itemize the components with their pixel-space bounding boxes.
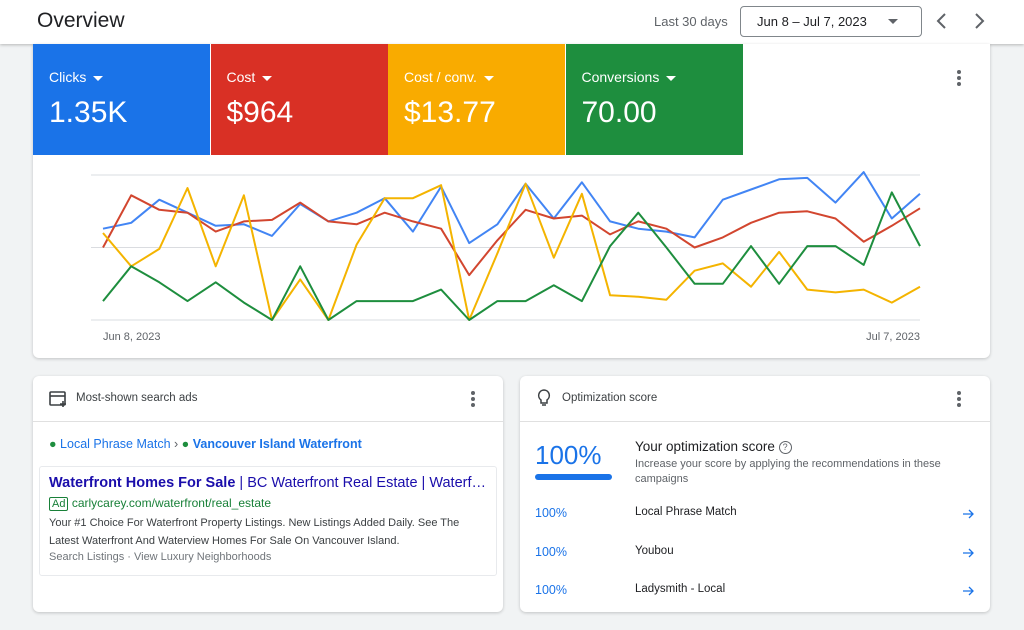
score-description: Increase your score by applying the reco… [635,458,941,485]
metric-name: Clicks [49,69,104,85]
metric-total: $964 [226,96,294,129]
series-line [102,182,921,321]
dropdown-caret [483,75,494,81]
heading-text: Your optimization score [635,439,775,454]
metric-name-text: Cost [226,69,256,85]
row-arrow[interactable] [962,585,974,597]
score-bar [535,474,612,480]
ad-headline-rest: | BC Waterfront Real Estate | Waterf… [239,475,487,491]
campaign-link[interactable]: Local Phrase Match [60,437,171,451]
more-menu[interactable] [471,391,475,409]
ad-url: carlycarey.com/waterfront/real_estate [71,496,272,510]
bulb-icon [537,389,551,406]
ad-icon [49,391,66,407]
metric-tab[interactable]: Cost / conv. $13.77 [388,44,565,155]
header: Overview Last 30 days Jun 8 – Jul 7, 202… [0,0,1024,44]
card-title: Most-shown search ads [76,392,198,404]
dropdown-caret [888,19,898,24]
metric-name: Conversions [582,69,677,85]
dropdown-caret [93,75,104,81]
ad-description: Your #1 Choice For Waterfront Property L… [49,517,460,547]
metric-tab[interactable]: Conversions 70.00 [565,44,743,155]
metric-name: Cost / conv. [404,69,494,85]
more-menu[interactable] [957,391,961,409]
divider [520,421,990,422]
x-tick-label: Jun 8, 2023 [103,331,161,343]
card-title: Optimization score [562,392,658,404]
date-picker[interactable]: Jun 8 – Jul 7, 2023 [740,6,922,37]
arrow-path [963,509,974,519]
metric-total: $13.77 [404,96,496,129]
page-title: Overview [37,9,125,32]
ad-badge: Ad [49,497,69,511]
row-score: 100% [535,506,567,520]
ad-headline[interactable]: Waterfront Homes For Sale [49,475,236,491]
x-tick-label: Jul 7, 2023 [866,331,920,343]
line-chart: Jun 8, 2023 Jul 7, 2023 [91,171,921,343]
metric-name-text: Conversions [581,69,660,85]
series-line [102,194,921,277]
metric-total: 70.00 [581,96,657,129]
ad-preview: Waterfront Homes For Sale | BC Waterfron… [39,466,497,576]
metric-name-text: Clicks [49,69,87,85]
date-range: Jun 8 – Jul 7, 2023 [757,14,867,29]
ad-group-link[interactable]: Vancouver Island Waterfront [192,437,362,451]
more-menu[interactable] [957,70,961,88]
range-label: Last 30 days [654,14,728,29]
metric-tab[interactable]: Clicks 1.35K [33,44,210,155]
row-score: 100% [535,544,567,559]
metric-tab[interactable]: Cost $964 [210,44,388,155]
score-heading: Your optimization score ? [635,439,792,454]
score: 100% [535,440,602,470]
divider [33,421,503,422]
row-name[interactable]: Local Phrase Match [635,506,737,518]
dropdown-caret [262,75,273,81]
performance-card: Clicks 1.35K Cost $964 Cost / conv. $13.77 Con… [33,44,990,358]
metric-name-text: Cost / conv. [404,69,477,85]
series-line [102,171,921,245]
series-line [102,191,921,321]
arrow-path [963,586,974,596]
row-arrow[interactable] [962,547,974,559]
metric-total: 1.35K [49,96,128,129]
arrow-path [963,548,974,557]
metric-name: Cost [227,69,273,85]
dropdown-caret [666,75,677,81]
ad-extensions: Search Listings · View Luxury Neighborho… [49,551,272,563]
row-arrow[interactable] [962,508,974,520]
row-name[interactable]: Youbou [635,544,674,557]
row-name[interactable]: Ladysmith - Local [635,583,726,595]
optimization-card: Optimization score 100% Your optimizatio… [520,376,990,612]
nav-arrows[interactable] [932,11,992,31]
breadcrumb: ● Local Phrase Match › ● Vancouver Islan… [49,437,362,451]
ads-card: Most-shown search ads ● Local Phrase Mat… [33,376,503,612]
row-score: 100% [535,583,567,597]
